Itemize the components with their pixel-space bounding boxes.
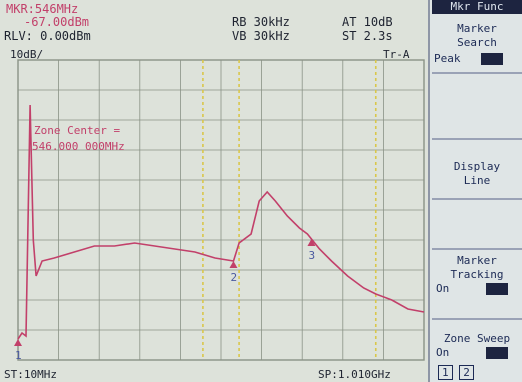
marker-1-triangle	[14, 339, 22, 346]
scale-per-division: 10dB/	[10, 48, 44, 61]
trace-a	[17, 104, 425, 340]
marker-search-line2: Search	[457, 36, 497, 49]
display-line-line2: Line	[463, 174, 491, 187]
marker-group: 1 2 3	[14, 239, 316, 362]
sweep-time: ST 2.3s	[342, 29, 393, 43]
span-frequency: SP:1.010GHz	[318, 368, 391, 381]
spectrum-plot: 1 2 3	[14, 59, 425, 362]
display-line-line1: Display	[453, 160, 501, 173]
page-tab-1[interactable]: 1	[438, 365, 453, 380]
zone-state-indicator	[485, 347, 508, 359]
trace-mode: Tr-A	[383, 48, 410, 61]
marker-level: -67.00dBm	[24, 15, 90, 29]
reference-level: RLV: 0.00dBm	[4, 29, 91, 43]
marker-3-triangle	[307, 239, 316, 246]
resolution-bandwidth: RB 30kHz	[232, 15, 290, 29]
softkey-divider	[432, 248, 522, 250]
marker-1-label: 1	[15, 349, 22, 362]
marker-search-line1: Marker	[457, 22, 497, 35]
marker-tracking-line2: Tracking	[450, 268, 504, 281]
softkey-divider	[432, 318, 522, 320]
attenuation: AT 10dB	[342, 15, 393, 29]
video-bandwidth: VB 30kHz	[232, 29, 290, 43]
graticule	[17, 59, 425, 361]
marker-tracking-softkey[interactable]: Marker Tracking On	[430, 254, 522, 296]
zone-center-value: 546.000 000MHz	[32, 140, 125, 153]
marker-tracking-line1: Marker	[457, 254, 497, 267]
softkey-divider	[432, 72, 522, 74]
page-tabs: 1 2	[430, 365, 522, 380]
marker-frequency: MKR:546MHz	[6, 2, 79, 16]
peak-label: Peak	[434, 52, 461, 65]
marker-3-label: 3	[308, 249, 315, 262]
zone-center-label: Zone Center =	[34, 124, 121, 137]
display-lines	[202, 60, 377, 360]
marker-search-softkey[interactable]: Marker Search	[430, 22, 522, 50]
menu-title: Mkr Func	[432, 0, 522, 14]
peak-state-indicator	[481, 53, 504, 65]
display-line-softkey[interactable]: Display Line	[430, 160, 522, 188]
zone-on-label: On	[436, 346, 450, 359]
marker-2-label: 2	[230, 271, 237, 284]
softkey-divider	[432, 138, 522, 140]
page-tab-2[interactable]: 2	[459, 365, 474, 380]
start-frequency: ST:10MHz	[4, 368, 57, 381]
softkey-divider	[432, 198, 522, 200]
marker-2-triangle	[229, 261, 238, 268]
zone-sweep-softkey[interactable]: Zone Sweep On	[430, 332, 522, 360]
zone-sweep-label: Zone Sweep	[443, 332, 511, 345]
peak-softkey[interactable]: Peak	[430, 52, 522, 66]
softkey-panel: Mkr Func Marker Search Peak Display Line…	[428, 0, 522, 382]
tracking-on-label: On	[436, 282, 450, 295]
tracking-state-indicator	[485, 283, 508, 295]
